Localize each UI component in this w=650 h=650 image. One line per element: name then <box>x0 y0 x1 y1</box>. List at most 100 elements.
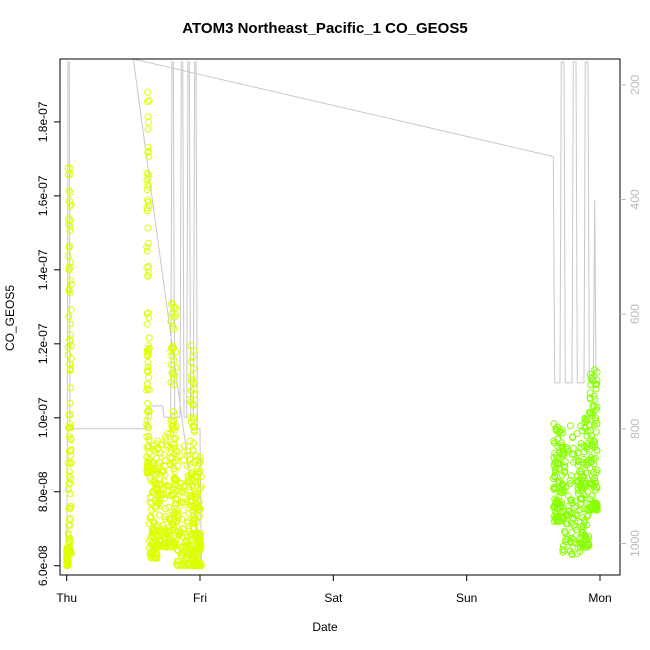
data-point <box>183 462 191 469</box>
data-point <box>144 358 152 366</box>
data-point <box>593 403 601 411</box>
data-point <box>570 514 578 522</box>
data-point <box>590 455 598 463</box>
data-point <box>556 427 564 435</box>
data-point <box>189 365 197 373</box>
data-point <box>144 272 152 280</box>
data-point <box>65 468 73 476</box>
data-point <box>189 446 197 454</box>
data-point <box>179 489 187 497</box>
data-point <box>144 125 152 133</box>
data-point <box>584 535 592 543</box>
data-point <box>567 496 575 504</box>
y2-tick-label: 1000 <box>628 530 642 557</box>
data-point <box>145 349 153 356</box>
data-point <box>577 470 585 478</box>
data-point <box>551 503 559 511</box>
y-tick-label: 6.0e-08 <box>36 545 50 586</box>
data-point <box>174 462 182 470</box>
data-point <box>549 475 557 483</box>
data-point <box>592 385 600 393</box>
data-point <box>550 512 558 520</box>
data-point <box>569 433 577 441</box>
data-point <box>586 389 594 397</box>
data-point <box>66 423 74 431</box>
data-point <box>170 435 178 443</box>
data-point <box>169 425 177 433</box>
data-point <box>168 299 176 307</box>
data-point <box>587 381 595 389</box>
data-point <box>593 447 601 454</box>
data-point <box>65 432 73 440</box>
data-point <box>561 458 569 466</box>
data-point <box>145 374 152 382</box>
data-point <box>169 322 177 330</box>
y-tick-label: 1.6e-07 <box>36 175 50 216</box>
data-point <box>66 367 74 374</box>
data-point <box>143 367 151 375</box>
data-point <box>552 468 560 476</box>
data-point <box>193 510 200 518</box>
data-point <box>143 417 151 425</box>
data-point <box>586 501 594 508</box>
data-point <box>159 525 167 533</box>
data-point <box>196 459 204 467</box>
data-point <box>66 504 74 512</box>
data-point <box>592 428 600 436</box>
data-point <box>145 262 153 270</box>
data-point <box>187 341 195 349</box>
data-point <box>173 476 181 484</box>
data-point <box>143 310 151 318</box>
data-point <box>145 314 153 321</box>
data-point <box>145 97 153 104</box>
data-point <box>144 113 152 121</box>
data-point <box>585 446 593 454</box>
data-point <box>190 379 198 387</box>
data-point <box>155 458 163 466</box>
x-tick-label: Mon <box>588 591 611 605</box>
data-point <box>564 535 572 543</box>
data-point <box>190 414 198 421</box>
data-point <box>159 522 167 529</box>
data-point <box>144 342 152 349</box>
data-point <box>174 531 182 539</box>
data-point <box>567 529 575 537</box>
data-point <box>66 216 74 224</box>
data-point <box>576 506 584 514</box>
data-point <box>66 170 74 178</box>
data-point <box>170 303 178 311</box>
data-point <box>144 144 152 151</box>
data-point <box>66 227 74 235</box>
data-point <box>193 531 201 539</box>
data-point <box>193 518 200 526</box>
data-point <box>187 537 195 545</box>
data-point <box>67 280 75 288</box>
data-point <box>149 488 156 496</box>
data-point <box>65 516 73 524</box>
data-point <box>179 525 187 533</box>
data-point <box>568 551 576 558</box>
data-point <box>550 483 558 491</box>
data-point <box>67 436 75 444</box>
data-point <box>144 443 152 451</box>
data-point <box>65 266 73 274</box>
y-tick-label: 1.0e-07 <box>36 397 50 438</box>
data-point <box>197 545 205 553</box>
data-point <box>553 427 561 435</box>
data-point <box>157 502 165 510</box>
data-point <box>143 380 151 388</box>
data-point <box>571 511 579 519</box>
data-point <box>144 408 151 416</box>
data-point <box>66 258 74 266</box>
data-point <box>66 535 74 543</box>
data-point <box>584 511 592 519</box>
data-point <box>144 88 151 96</box>
data-point <box>572 456 580 464</box>
data-point <box>174 547 182 555</box>
data-point <box>63 560 71 568</box>
data-point <box>146 474 154 482</box>
data-point <box>143 263 151 271</box>
data-point <box>154 437 162 445</box>
data-point <box>592 381 600 389</box>
data-point <box>65 551 73 559</box>
